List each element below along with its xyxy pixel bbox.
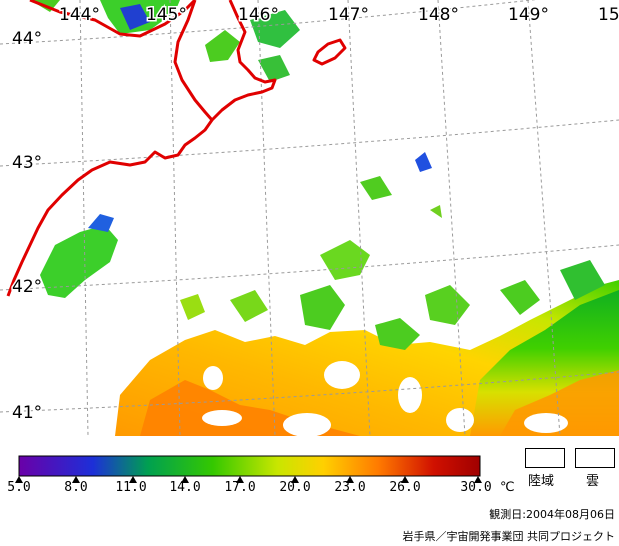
latitude-label: 41° — [12, 403, 42, 423]
sst-blue-spot — [415, 152, 432, 172]
sst-green-spot — [360, 176, 392, 200]
parallel-line — [0, 119, 619, 167]
cloud-hole — [203, 366, 223, 390]
observation-date: 観測日:2004年08月06日 — [489, 508, 615, 521]
colorbar-gradient — [18, 455, 481, 477]
sst-patches — [30, 0, 619, 436]
hokkaido-coastline — [29, 0, 197, 38]
sst-north-patch — [205, 30, 240, 62]
sst-blue-west — [88, 214, 114, 232]
sst-green-mid — [230, 290, 268, 322]
meridian-line — [79, 0, 89, 436]
tick-marker — [291, 476, 299, 483]
latitude-label: 42° — [12, 277, 42, 297]
sst-green-mid — [500, 280, 540, 315]
parallel-line — [0, 0, 537, 45]
sst-green-west — [40, 225, 118, 298]
cloud-key-swatch — [575, 448, 615, 468]
cloud-hole — [446, 408, 474, 432]
tick-label: 11.0 — [115, 480, 147, 495]
tick-marker — [401, 476, 409, 483]
tick-label: 20.0 — [279, 480, 311, 495]
legend-panel: 5.0 8.0 11.0 14.0 17.0 20.0 23.0 26.0 30… — [0, 436, 619, 546]
tick-label: 14.0 — [169, 480, 201, 495]
land-key-label: 陸域 — [528, 474, 555, 489]
longitude-label: 149° — [508, 5, 549, 25]
latitude-label: 43° — [12, 153, 42, 173]
graticule — [0, 0, 619, 436]
longitude-label: 144° — [59, 5, 100, 25]
coastline — [6, 0, 347, 297]
longitude-label: 146° — [238, 5, 279, 25]
sst-north-patch — [250, 10, 300, 48]
cloud-key-label: 雲 — [586, 474, 600, 489]
cloud-hole — [324, 361, 360, 389]
credit-text: 岩手県／宇宙開発事業団 共同プロジェクト — [402, 530, 616, 543]
meridian-line — [527, 0, 561, 436]
tick-marker — [129, 476, 137, 483]
sst-map: 144° 145° 146° 147° 148° 149° 15 44° 43°… — [0, 0, 619, 436]
tick-marker — [236, 476, 244, 483]
tick-marker — [474, 476, 482, 483]
meridian-line — [437, 0, 466, 436]
tick-marker — [346, 476, 354, 483]
meridian-line — [347, 0, 371, 436]
sst-north-blue — [120, 4, 150, 30]
meridian-line — [169, 0, 181, 436]
sst-green-mid — [320, 240, 370, 280]
longitude-label: 145° — [146, 5, 187, 25]
colorbar — [15, 455, 482, 483]
sst-green-mid — [375, 318, 420, 350]
parallel-line — [0, 371, 619, 413]
map-canvas: 144° 145° 146° 147° 148° 149° 15 44° 43°… — [0, 0, 619, 436]
parallel-line — [0, 244, 619, 291]
longitude-label: 148° — [418, 5, 459, 25]
cloud-hole — [398, 377, 422, 413]
hokkaido-coastline — [6, 119, 214, 297]
land-key-swatch — [525, 448, 565, 468]
kunashiri-island — [312, 38, 347, 66]
tick-label: 8.0 — [64, 480, 88, 495]
sst-green-mid — [300, 285, 345, 330]
cloud-hole — [524, 413, 568, 433]
latitude-label: 44° — [12, 29, 42, 49]
sst-green-spot — [430, 205, 442, 218]
sst-north-patch — [258, 55, 290, 82]
tick-label: 17.0 — [224, 480, 256, 495]
meridian-line — [257, 0, 276, 436]
unit-label: ℃ — [500, 480, 515, 495]
longitude-label: 147° — [328, 5, 369, 25]
cloud-hole — [283, 413, 331, 436]
tick-label: 5.0 — [7, 480, 31, 495]
tick-marker — [15, 476, 23, 483]
tick-marker — [181, 476, 189, 483]
tick-label: 23.0 — [334, 480, 366, 495]
hokkaido-coastline — [173, 0, 277, 122]
sst-green-mid — [425, 285, 470, 325]
longitude-labels: 144° 145° 146° 147° 148° 149° 15 — [58, 4, 619, 27]
latitude-labels: 44° 43° 42° 41° — [11, 28, 44, 425]
sst-green-mid — [560, 260, 605, 300]
tick-marker — [72, 476, 80, 483]
colorbar-ticks — [15, 476, 482, 483]
tick-label: 26.0 — [389, 480, 421, 495]
cloud-hole — [202, 410, 242, 426]
sst-green-mid — [180, 294, 205, 320]
tick-label: 30.0 — [460, 480, 492, 495]
longitude-label: 15 — [598, 5, 619, 25]
